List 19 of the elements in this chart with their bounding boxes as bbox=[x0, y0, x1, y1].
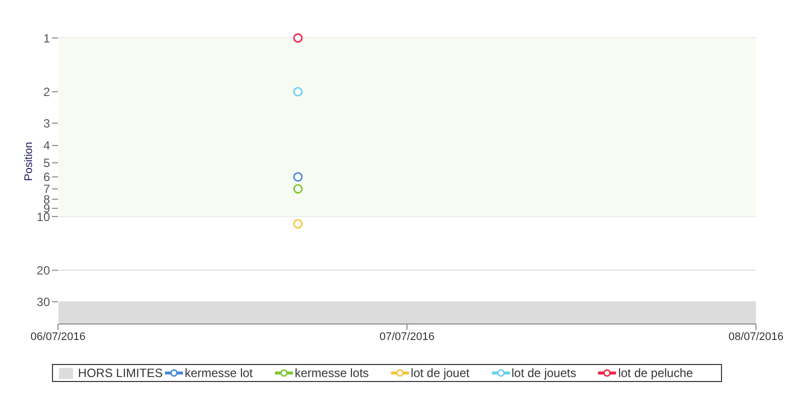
y-tick-label: 6 bbox=[43, 170, 50, 184]
x-tick-label: 07/07/2016 bbox=[379, 330, 435, 343]
legend-label: kermesse lot bbox=[184, 366, 253, 380]
y-tick-label: 3 bbox=[43, 116, 50, 130]
y-tick-label: 30 bbox=[36, 294, 50, 309]
y-tick-label: 7 bbox=[43, 182, 50, 196]
y-tick-label: 5 bbox=[43, 156, 50, 170]
y-tick-label: 20 bbox=[36, 264, 50, 278]
y-tick-label: 2 bbox=[43, 85, 50, 99]
legend-label: kermesse lots bbox=[294, 366, 369, 380]
legend-label: lot de peluche bbox=[618, 366, 693, 380]
y-tick-label: 4 bbox=[43, 138, 50, 153]
x-tick-label: 06/07/2016 bbox=[30, 330, 86, 343]
x-tick-label: 08/07/2016 bbox=[728, 330, 784, 343]
y-axis-title: Position bbox=[22, 142, 35, 181]
y-tick-label: 1 bbox=[43, 31, 50, 46]
legend-label: HORS LIMITES bbox=[77, 366, 163, 380]
legend-label: lot de jouet bbox=[410, 366, 470, 380]
legend-label: lot de jouets bbox=[512, 366, 576, 380]
